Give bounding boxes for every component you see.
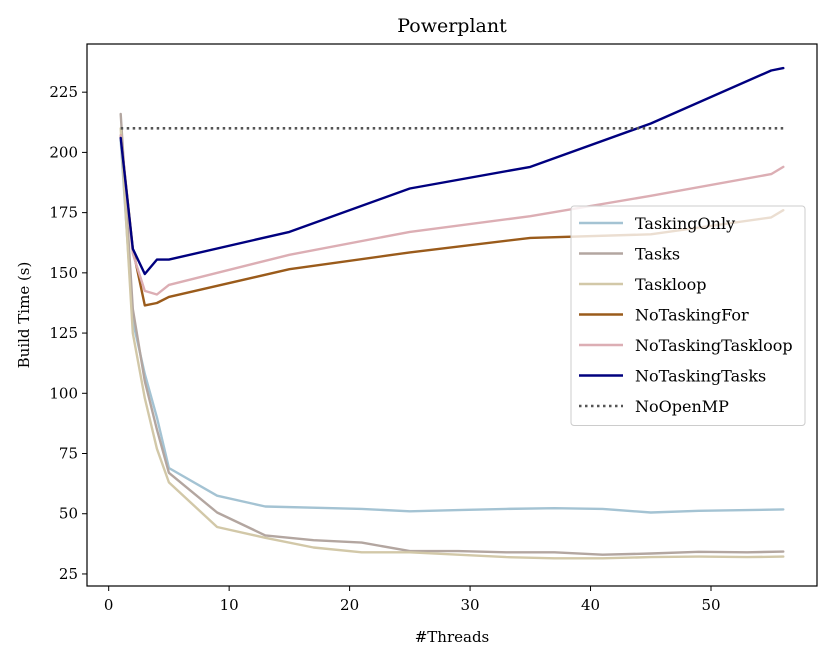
legend-label: NoTaskingFor [635, 306, 749, 325]
x-axis: 0 10 20 30 40 50 [104, 586, 721, 614]
legend: TaskingOnly Tasks Taskloop NoTaskingFor NoTa… [570, 205, 806, 426]
y-tick-label: 125 [49, 324, 78, 342]
x-tick-label: 20 [340, 596, 359, 614]
y-axis-title: Build Time (s) [15, 262, 33, 369]
y-tick-label: 150 [49, 264, 78, 282]
y-tick-label: 175 [49, 204, 78, 222]
x-tick-label: 30 [461, 596, 480, 614]
x-axis-title: #Threads [415, 628, 490, 646]
y-tick-label: 75 [59, 445, 78, 463]
legend-label: Taskloop [635, 275, 707, 294]
plot-frame [86, 43, 818, 587]
series-line-taskingonly [119, 139, 785, 514]
chart-title: Powerplant [397, 15, 507, 37]
legend-label: TaskingOnly [635, 214, 735, 233]
legend-box [570, 205, 806, 426]
series-line-taskloop [119, 127, 785, 560]
x-tick-label: 50 [701, 596, 720, 614]
y-tick-label: 25 [59, 565, 78, 583]
y-tick-label: 200 [49, 143, 78, 161]
x-tick-label: 10 [220, 596, 239, 614]
y-tick-label: 225 [49, 83, 78, 101]
y-tick-label: 100 [49, 384, 78, 402]
series-line-tasks [119, 112, 785, 556]
legend-label: NoTaskingTasks [635, 367, 766, 386]
series-line-notaskingtasks [119, 66, 785, 276]
legend-label: NoOpenMP [635, 397, 729, 416]
legend-label: Tasks [635, 245, 680, 264]
x-tick-label: 0 [104, 596, 114, 614]
legend-label: NoTaskingTaskloop [635, 336, 793, 355]
x-tick-label: 40 [581, 596, 600, 614]
y-axis: 25 50 75 100 125 150 175 200 225 [49, 83, 87, 583]
y-tick-label: 50 [59, 505, 78, 523]
series-line-notaskingtaskloop [119, 134, 785, 296]
